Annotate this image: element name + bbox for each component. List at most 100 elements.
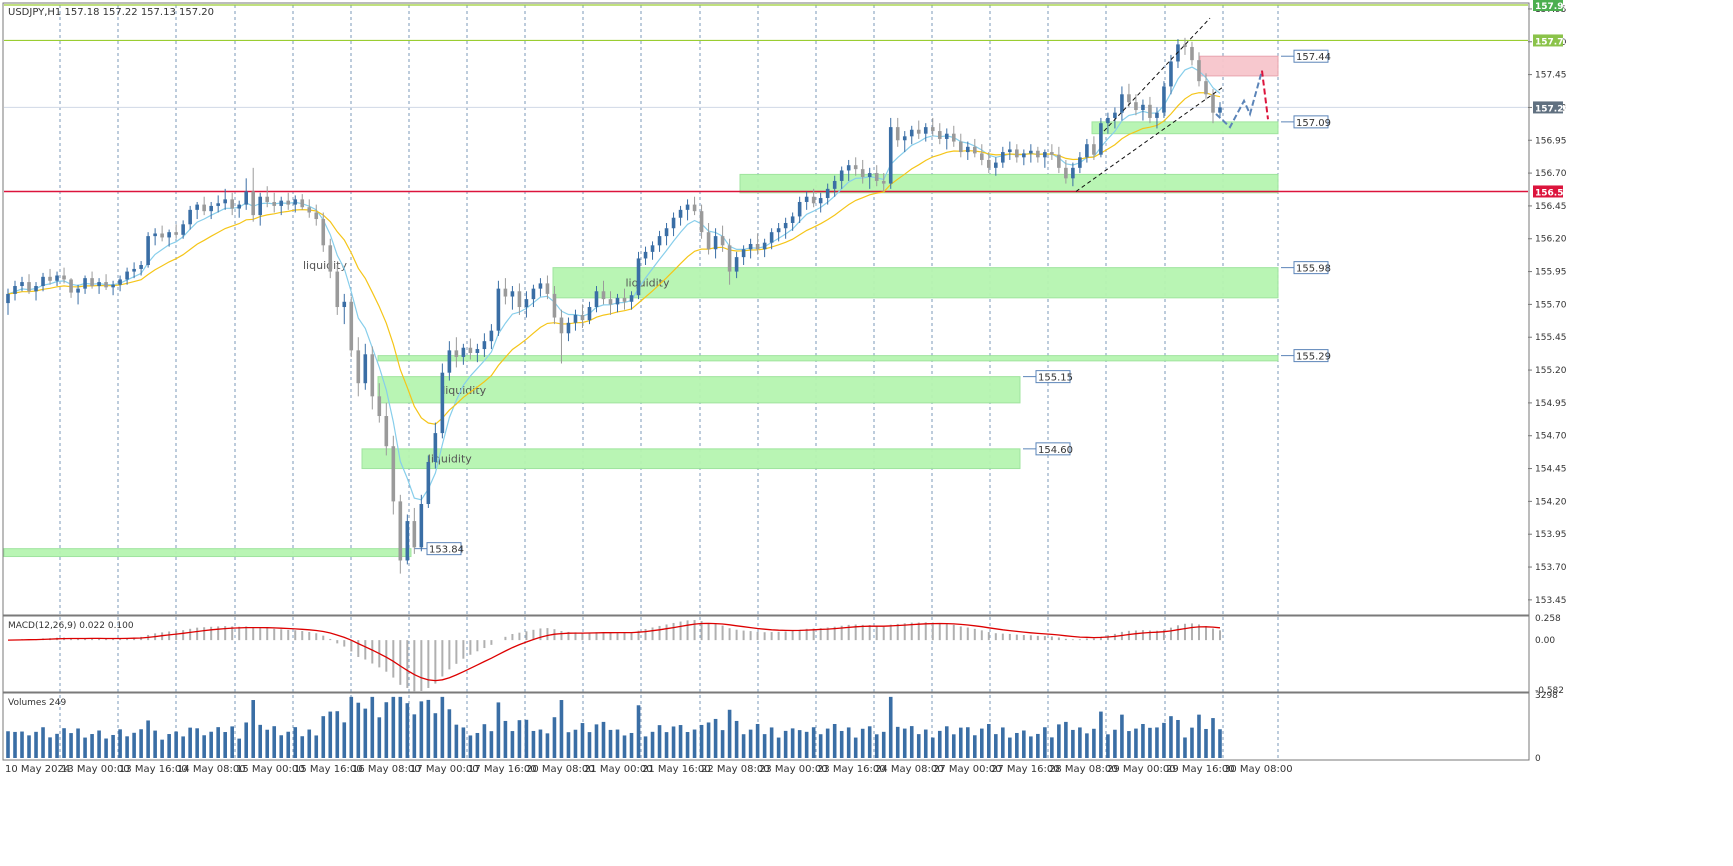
- candle-body: [90, 278, 94, 287]
- candle-body: [461, 347, 466, 357]
- candle-body: [804, 196, 809, 202]
- x-tick-label: 14 May 08:00: [177, 764, 246, 775]
- volume-bar: [293, 727, 298, 758]
- candle-body: [965, 146, 970, 153]
- candle-body: [118, 279, 122, 285]
- candle-body: [377, 396, 382, 417]
- volume-bar: [685, 732, 690, 758]
- candle-body: [468, 347, 473, 353]
- x-tick-label: 24 May 08:00: [875, 764, 944, 775]
- candle-body: [83, 278, 87, 289]
- volume-bar: [48, 737, 52, 758]
- x-tick-label: 27 May 00:00: [933, 764, 1002, 775]
- price-zone: [1091, 121, 1279, 135]
- candles-layer: [6, 37, 1222, 574]
- volume-bar: [867, 726, 872, 758]
- volume-bar: [755, 723, 760, 758]
- candle-body: [566, 322, 571, 334]
- candle-body: [818, 198, 823, 204]
- x-tick-label: 30 May 08:00: [1224, 764, 1293, 775]
- candle-body: [279, 200, 284, 206]
- macd-title: MACD(12,26,9) 0.022 0.100: [8, 621, 134, 631]
- candle-body: [629, 295, 634, 302]
- volume-bar: [1113, 729, 1117, 758]
- x-tick-label: 15 May 16:00: [294, 764, 363, 775]
- volume-bar: [286, 731, 291, 758]
- volume-y-tick-label: 3298: [1535, 691, 1558, 701]
- volume-bar: [132, 732, 136, 758]
- candle-body: [980, 153, 984, 160]
- volume-bar: [776, 737, 781, 758]
- volume-bar: [454, 724, 459, 758]
- volume-bar: [160, 739, 164, 758]
- candle-body: [573, 314, 578, 323]
- candle-body: [538, 283, 543, 289]
- candle-body: [636, 258, 641, 296]
- volume-bar: [489, 731, 494, 758]
- volume-bar: [307, 729, 312, 758]
- candle-body: [167, 232, 171, 238]
- volume-bar: [741, 734, 746, 758]
- y-tick-label: 157.45: [1535, 71, 1567, 81]
- volume-bar: [1190, 727, 1194, 758]
- candle-body: [188, 209, 192, 225]
- candle-body: [391, 446, 396, 502]
- candle-body: [321, 219, 326, 246]
- volume-bar: [1218, 729, 1222, 758]
- candle-body: [349, 301, 354, 351]
- candle-body: [202, 204, 206, 212]
- x-tick-label: 27 May 16:00: [991, 764, 1060, 775]
- price-panel-frame: [2, 2, 1530, 616]
- volume-bar: [405, 703, 410, 758]
- candle-body: [1022, 153, 1026, 158]
- x-tick-label: 23 May 16:00: [817, 764, 886, 775]
- volume-bar: [76, 728, 80, 758]
- y-tick-label: 154.45: [1535, 465, 1567, 475]
- price-zone: [377, 355, 1279, 362]
- macd-y-tick-label: 0.00: [1535, 636, 1555, 646]
- candle-body: [559, 317, 564, 334]
- volume-bar: [1029, 736, 1033, 758]
- volume-bar: [1134, 728, 1138, 758]
- volume-bar: [713, 718, 718, 758]
- y-tick-label: 154.95: [1535, 399, 1567, 409]
- volume-bar: [622, 735, 627, 758]
- candle-body: [1015, 149, 1019, 158]
- volume-bar: [1071, 729, 1075, 758]
- y-tick-label: 153.70: [1535, 563, 1567, 573]
- candle-body: [272, 201, 277, 206]
- volume-bar: [461, 727, 466, 758]
- zone-price-tag-box: [1293, 115, 1329, 129]
- y-tick-label: 153.45: [1535, 596, 1567, 606]
- candle-body: [1134, 102, 1138, 111]
- volume-bar: [13, 731, 17, 758]
- volume-bar: [90, 734, 94, 758]
- candle-body: [174, 232, 178, 235]
- volume-panel-frame: [2, 692, 1530, 761]
- candle-body: [398, 501, 403, 561]
- price-tag-box: [1533, 0, 1563, 11]
- volume-bar: [797, 730, 802, 758]
- candle-body: [951, 133, 956, 142]
- candle-body: [1162, 86, 1166, 113]
- volume-bar: [1043, 727, 1047, 758]
- candle-body: [1148, 104, 1152, 118]
- candle-body: [286, 200, 291, 205]
- volume-bar: [188, 727, 192, 758]
- channel-upper-line: [1103, 17, 1211, 132]
- axes-layer: 157.95157.70157.45157.20156.95156.70156.…: [5, 0, 1570, 775]
- candle-body: [881, 180, 886, 184]
- volume-bar: [314, 735, 319, 758]
- candle-body: [853, 165, 858, 170]
- zone-price-tag-box: [426, 542, 462, 556]
- candle-body: [643, 251, 648, 259]
- volume-bar: [118, 729, 122, 758]
- volume-bar: [531, 730, 536, 758]
- y-tick-label: 155.70: [1535, 300, 1567, 310]
- candle-body: [496, 288, 501, 331]
- volume-bar: [734, 720, 739, 758]
- volume-bar: [923, 729, 928, 758]
- candle-body: [972, 146, 977, 154]
